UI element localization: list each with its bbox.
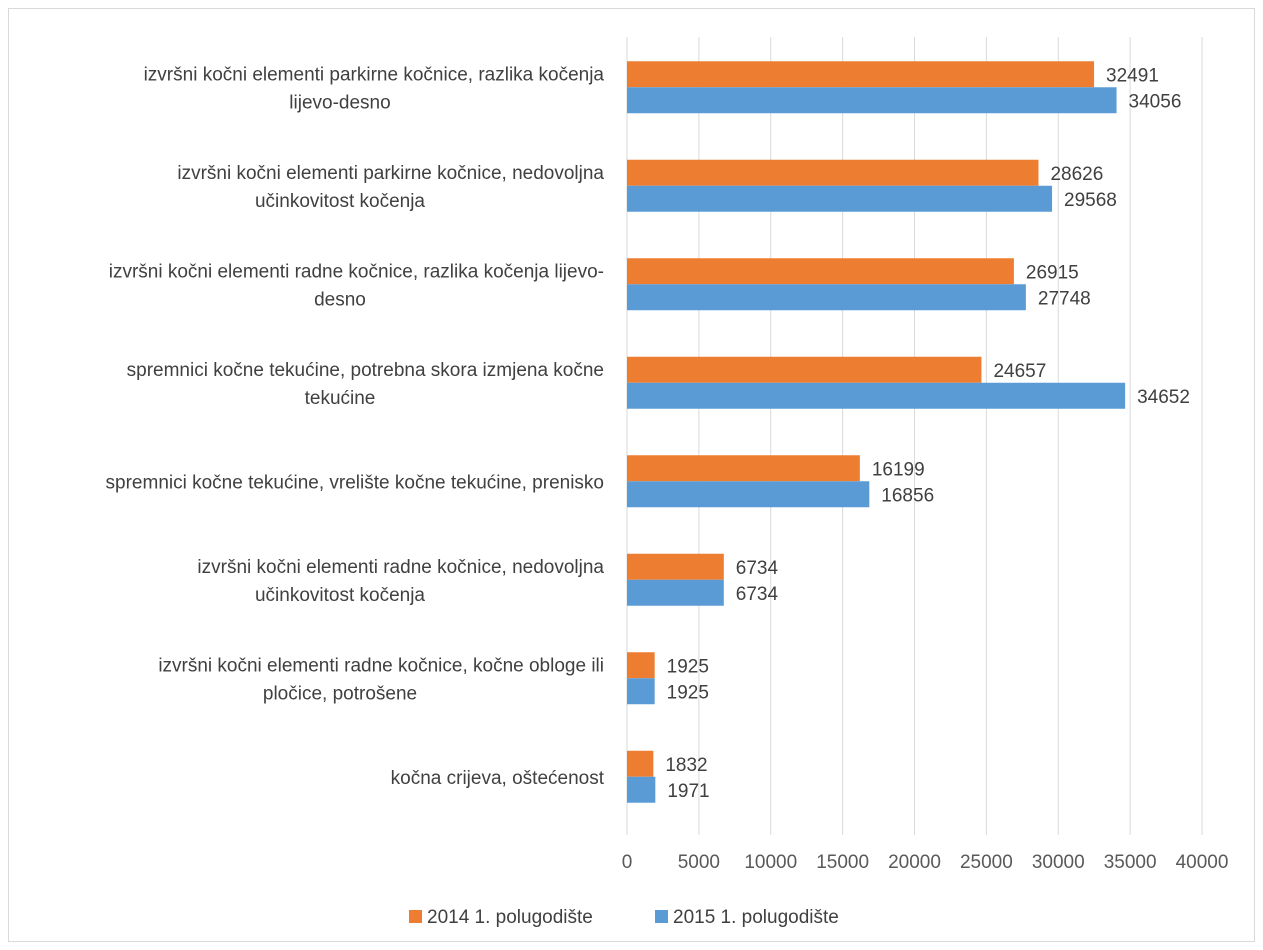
data-label: 24657 (993, 361, 1046, 382)
bar (627, 258, 1014, 285)
category-label: desno (314, 289, 366, 310)
data-label: 26915 (1026, 262, 1079, 283)
legend-swatch (409, 910, 422, 923)
category-label: izvršni kočni elementi radne kočnice, ko… (158, 655, 604, 676)
data-label: 1832 (665, 755, 707, 776)
x-tick-label: 25000 (960, 852, 1013, 873)
legend-label: 2015 1. polugodište (673, 907, 839, 928)
category-label: izvršni kočni elementi parkirne kočnice,… (144, 64, 605, 85)
x-tick-label: 15000 (816, 852, 869, 873)
category-label: učinkovitost kočenja (255, 191, 425, 212)
data-label: 32491 (1106, 65, 1159, 86)
legend-swatch (655, 910, 668, 923)
x-tick-label: 40000 (1176, 852, 1229, 873)
x-tick-label: 0 (622, 852, 633, 873)
data-label: 1925 (667, 656, 709, 677)
data-label: 27748 (1038, 288, 1091, 309)
bar (627, 776, 656, 803)
data-label: 16856 (881, 485, 934, 506)
category-label: izvršni kočni elementi radne kočnice, ra… (109, 261, 604, 282)
x-tick-label: 10000 (744, 852, 797, 873)
legend-label: 2014 1. polugodište (427, 907, 593, 928)
x-tick-label: 5000 (678, 852, 720, 873)
bar (627, 652, 655, 679)
data-label: 34652 (1137, 387, 1190, 408)
bar (627, 284, 1026, 311)
category-label: izvršni kočni elementi parkirne kočnice,… (177, 163, 604, 184)
bar (627, 481, 870, 508)
data-label: 28626 (1050, 164, 1103, 185)
x-tick-label: 30000 (1032, 852, 1085, 873)
x-tick-label: 20000 (888, 852, 941, 873)
data-label: 16199 (872, 459, 925, 480)
bar (627, 159, 1039, 186)
category-label: lijevo-desno (289, 92, 390, 113)
bar (627, 553, 724, 580)
bar (627, 579, 724, 606)
category-label: kočna crijeva, oštećenost (391, 768, 605, 789)
data-label: 34056 (1129, 91, 1182, 112)
bar (627, 678, 655, 705)
bar (627, 185, 1053, 212)
data-label: 6734 (736, 558, 779, 579)
data-label: 1925 (667, 682, 709, 703)
bar (627, 356, 982, 383)
bar (627, 87, 1117, 114)
data-label: 29568 (1064, 190, 1117, 211)
category-label: pločice, potrošene (263, 683, 417, 704)
bar (627, 750, 654, 777)
category-label: učinkovitost kočenja (255, 585, 425, 606)
data-label: 6734 (736, 584, 779, 605)
category-label: izvršni kočni elementi radne kočnice, ne… (197, 557, 604, 578)
category-label: spremnici kočne tekućine, vrelište kočne… (106, 472, 604, 493)
bar (627, 455, 860, 482)
bar (627, 382, 1126, 409)
bar (627, 61, 1095, 88)
category-label: spremnici kočne tekućine, potrebna skora… (127, 360, 604, 381)
x-tick-label: 35000 (1104, 852, 1157, 873)
category-label: tekućine (305, 388, 376, 409)
data-label: 1971 (667, 781, 709, 802)
